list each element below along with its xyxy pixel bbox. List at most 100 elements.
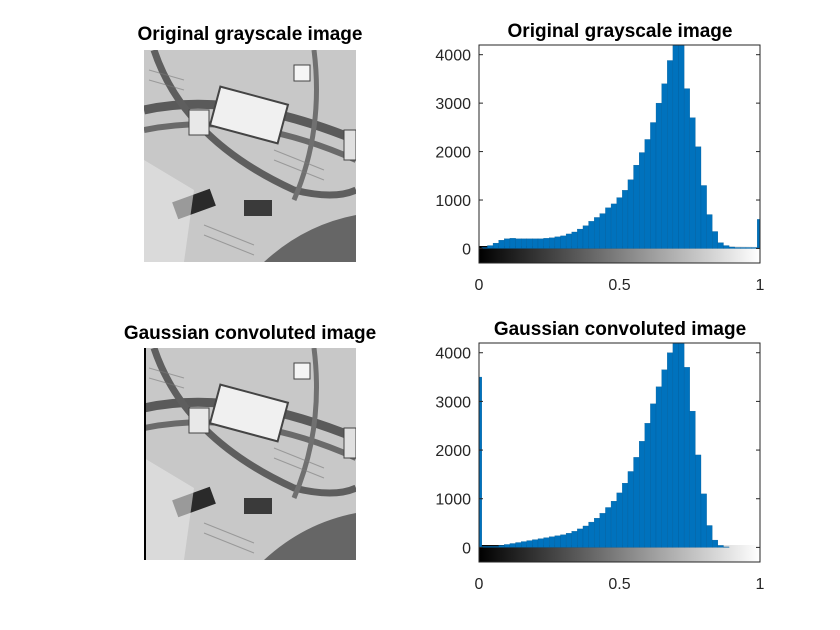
histogram-bar bbox=[571, 531, 578, 548]
histogram-bar bbox=[622, 190, 629, 249]
histogram-bar bbox=[560, 235, 567, 249]
axes-box bbox=[478, 44, 761, 264]
histogram-bar bbox=[644, 423, 651, 548]
histogram-bar bbox=[605, 207, 612, 249]
histogram-bar bbox=[655, 102, 662, 249]
histogram-bar bbox=[700, 185, 707, 249]
histogram-title-gaussian: Gaussian convoluted image bbox=[493, 319, 747, 340]
y-tick-label: 1000 bbox=[435, 193, 471, 210]
histogram-bar bbox=[554, 236, 561, 249]
histogram-bar bbox=[487, 546, 494, 548]
image-title-original: Original grayscale image bbox=[137, 24, 363, 45]
histogram-bar bbox=[695, 454, 702, 548]
grayscale-colorbar bbox=[479, 545, 760, 562]
histogram-bar bbox=[588, 521, 595, 548]
y-tick-label: 4000 bbox=[435, 346, 471, 363]
histogram-bar bbox=[706, 214, 713, 249]
histogram-bar bbox=[672, 44, 679, 249]
histogram-bar bbox=[627, 471, 634, 548]
histogram-bar bbox=[616, 492, 623, 548]
histogram-bar bbox=[526, 238, 533, 249]
histogram-bar bbox=[478, 376, 482, 548]
histogram-bar bbox=[757, 219, 761, 249]
y-tick-label: 4000 bbox=[435, 48, 471, 65]
histogram-bar bbox=[745, 247, 752, 249]
histogram-bar bbox=[661, 369, 668, 548]
y-tick-label: 3000 bbox=[435, 96, 471, 113]
histogram-bar bbox=[706, 525, 713, 548]
histogram-bar bbox=[683, 367, 690, 548]
aerial-photo-original bbox=[144, 50, 356, 262]
histogram-bar bbox=[672, 342, 679, 548]
histogram-bar bbox=[554, 535, 561, 548]
gaussian-convoluted-image bbox=[144, 348, 356, 560]
histogram-bar bbox=[605, 507, 612, 548]
histogram-title-original: Original grayscale image bbox=[507, 21, 733, 42]
histogram-bar bbox=[582, 525, 589, 548]
histogram-bar bbox=[481, 247, 488, 249]
y-tick-label: 1000 bbox=[435, 492, 471, 509]
histogram-bar bbox=[683, 88, 690, 249]
histogram-bar bbox=[639, 152, 645, 249]
histogram-bar bbox=[543, 537, 550, 548]
histogram-bar bbox=[537, 538, 544, 548]
histogram-bar bbox=[616, 197, 623, 249]
original-grayscale-image bbox=[144, 50, 356, 262]
histogram-bar bbox=[599, 513, 606, 548]
histogram-bar bbox=[498, 240, 505, 249]
x-tick-label: 0 bbox=[475, 576, 484, 593]
histogram-bar bbox=[650, 403, 657, 548]
histogram-bar bbox=[498, 545, 505, 548]
histogram-bar bbox=[644, 139, 651, 249]
histogram-bar bbox=[740, 247, 747, 249]
histogram-bar bbox=[532, 238, 539, 249]
histogram-bar bbox=[492, 546, 499, 548]
histogram-bar bbox=[678, 44, 685, 249]
histogram-bar bbox=[610, 203, 617, 249]
histogram-bar bbox=[717, 242, 724, 249]
histogram-bar bbox=[717, 545, 724, 548]
histogram-bar bbox=[509, 543, 516, 548]
histogram-bar bbox=[734, 247, 741, 249]
histogram-bar bbox=[504, 544, 511, 548]
histogram-bar bbox=[521, 541, 527, 548]
histogram-bar bbox=[627, 179, 634, 249]
x-tick-label: 1 bbox=[756, 277, 765, 294]
histogram-bar bbox=[537, 238, 544, 249]
histogram-bar bbox=[543, 238, 550, 249]
histogram-bar bbox=[667, 60, 674, 249]
histogram-bar bbox=[610, 501, 617, 548]
y-tick-label: 0 bbox=[462, 540, 471, 557]
histogram-bar bbox=[622, 483, 629, 548]
histogram-bar bbox=[577, 228, 584, 249]
axes-box bbox=[478, 342, 761, 563]
histogram-bar bbox=[582, 225, 589, 249]
histogram-bar bbox=[515, 238, 522, 249]
histogram-bar bbox=[723, 245, 730, 249]
histogram-bar bbox=[650, 122, 657, 249]
histogram-bar bbox=[695, 146, 702, 249]
x-tick-label: 0.5 bbox=[608, 277, 630, 294]
x-tick-label: 0.5 bbox=[608, 576, 630, 593]
histogram-bar bbox=[655, 386, 662, 548]
x-tick-label: 1 bbox=[756, 576, 765, 593]
aerial-photo-gaussian bbox=[144, 348, 356, 560]
histogram-bar bbox=[509, 238, 516, 249]
histogram-bar bbox=[560, 534, 567, 548]
histogram-bar bbox=[565, 233, 572, 249]
histogram-bar bbox=[521, 238, 527, 249]
y-tick-label: 0 bbox=[462, 241, 471, 258]
histogram-bar bbox=[599, 213, 606, 249]
histogram-bar bbox=[526, 540, 533, 548]
histogram-bar bbox=[689, 410, 696, 548]
histogram-bar bbox=[667, 352, 674, 548]
x-tick-label: 0 bbox=[475, 277, 484, 294]
grayscale-colorbar bbox=[479, 246, 760, 263]
histogram-bar bbox=[712, 231, 718, 249]
histogram-bar bbox=[712, 539, 718, 548]
histogram-bar bbox=[571, 231, 578, 249]
histogram-bar bbox=[751, 247, 758, 249]
histogram-bar bbox=[481, 546, 488, 548]
histogram-bar bbox=[633, 457, 640, 548]
